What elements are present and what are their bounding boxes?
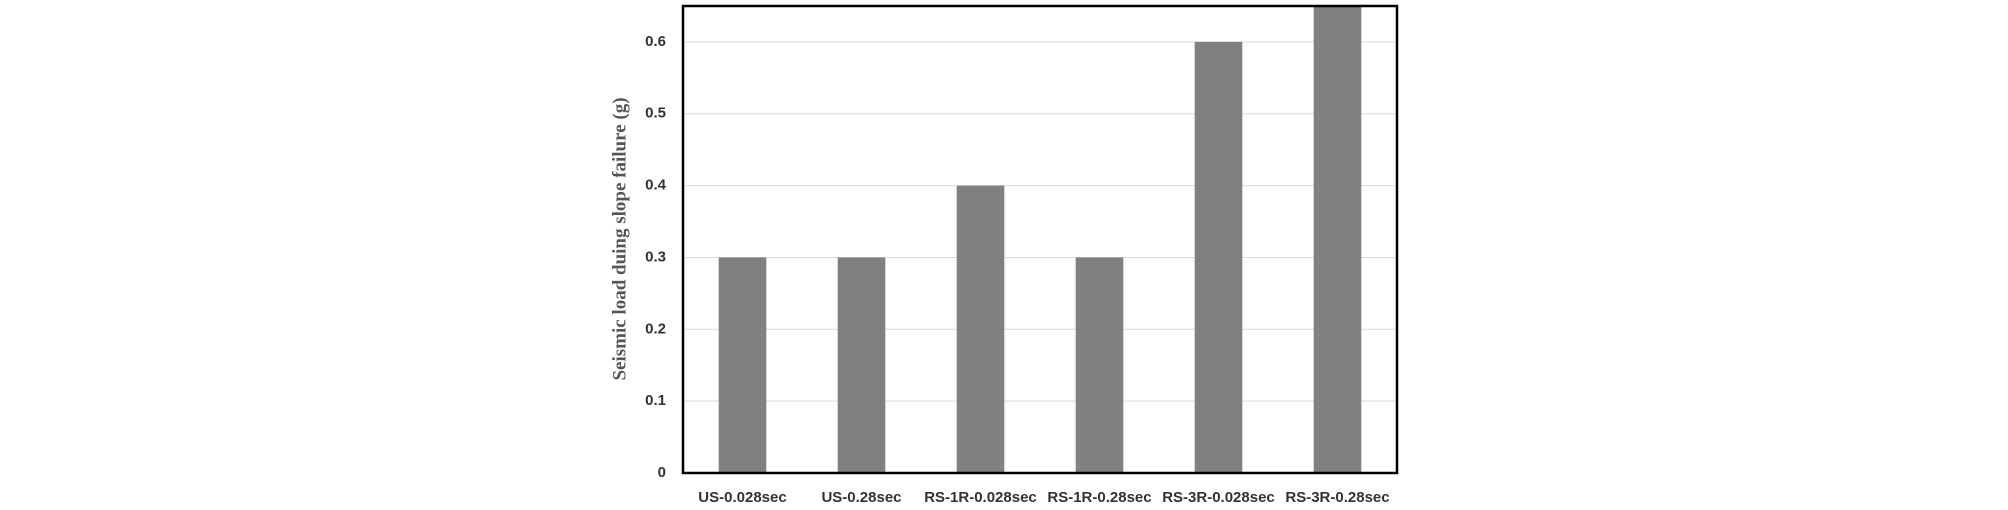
y-tick-label: 0 [658, 464, 666, 481]
y-tick-label: 0.1 [645, 392, 666, 409]
x-tick-label: RS-1R-0.028sec [924, 489, 1037, 506]
y-tick-label: 0.4 [645, 177, 667, 194]
x-tick-label: US-0.028sec [698, 489, 786, 506]
x-tick-label: US-0.28sec [821, 489, 901, 506]
y-tick-label: 0.2 [645, 320, 666, 337]
bar [1194, 41, 1243, 474]
bar [1313, 6, 1362, 473]
bar [956, 185, 1005, 473]
bar [718, 257, 767, 473]
x-tick-label: RS-3R-0.028sec [1162, 489, 1275, 506]
y-tick-label: 0.3 [645, 248, 666, 265]
plot-frame [681, 4, 1399, 475]
y-tick-label: 0.6 [645, 33, 666, 50]
y-axis-title: Seismic load duing slope failure (g) [609, 97, 630, 380]
x-tick-label: RS-1R-0.28sec [1047, 489, 1151, 506]
bar [1075, 257, 1124, 473]
bar [837, 257, 886, 473]
x-tick-label: RS-3R-0.28sec [1285, 489, 1389, 506]
y-tick-label: 0.5 [645, 105, 666, 122]
